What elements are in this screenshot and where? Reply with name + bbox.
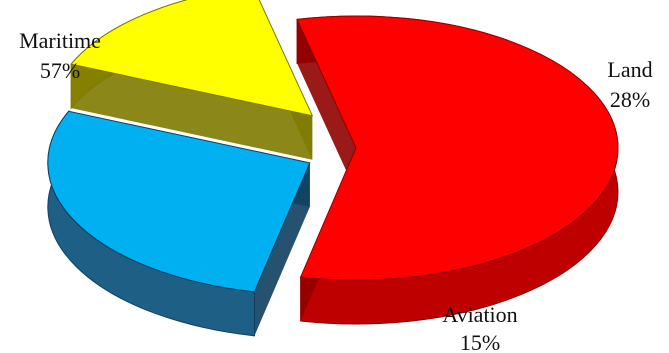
slice-label-land-name: Land <box>607 57 652 82</box>
slice-maritime <box>296 15 619 325</box>
slice-wall-start-land <box>254 162 310 336</box>
slice-label-aviation-name: Aviation <box>442 302 517 327</box>
slice-wall-start-maritime <box>297 19 356 193</box>
slice-land <box>47 109 311 337</box>
slice-label-maritime-percent: 57% <box>40 58 80 83</box>
slice-top-maritime <box>296 15 619 281</box>
slice-label-land-percent: 28% <box>610 87 650 112</box>
slice-wall-start-aviation <box>71 64 313 160</box>
slice-top-land <box>47 110 311 293</box>
slice-layer <box>47 0 619 337</box>
slice-top-aviation <box>70 0 314 117</box>
slice-label-aviation-percent: 15% <box>460 330 500 353</box>
slice-label-maritime-name: Maritime <box>19 28 101 53</box>
slice-aviation <box>70 0 314 160</box>
